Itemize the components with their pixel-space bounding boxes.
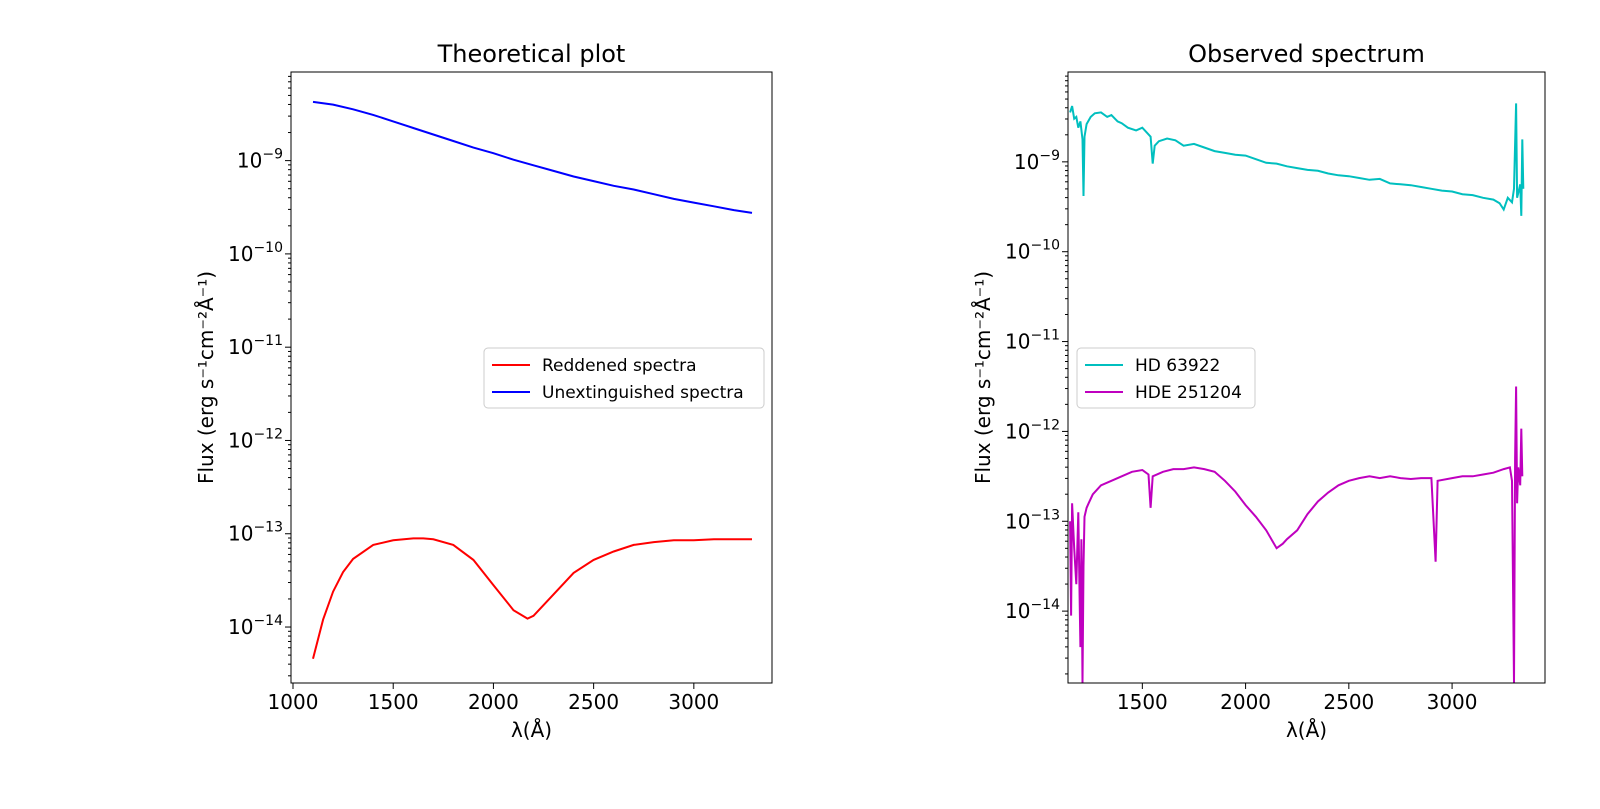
legend: Reddened spectra Unextinguished spectra <box>483 347 765 409</box>
x-tick-label: 2500 <box>1323 690 1374 714</box>
y-tick-label: 10−9 <box>1014 148 1060 174</box>
y-tick-label: 10−14 <box>228 613 283 639</box>
observed-spectrum-panel: Observed spectrum 1500 2000 2500 3000 10−9 10−… <box>971 40 1546 742</box>
series-line-2 <box>312 100 753 214</box>
series-line-1 <box>1069 103 1525 216</box>
y-tick-label: 10−11 <box>228 333 283 359</box>
y-tick-label: 10−9 <box>237 147 283 173</box>
plot-frame <box>290 71 773 684</box>
legend-label: HDE 251204 <box>1135 383 1242 403</box>
y-tick-label: 10−12 <box>228 426 283 452</box>
legend-label: Reddened spectra <box>542 356 697 376</box>
x-tick-label: 1000 <box>268 690 319 714</box>
legend-box <box>483 347 765 409</box>
y-tick-label: 10−11 <box>1005 328 1060 354</box>
y-tick-label: 10−10 <box>1005 238 1060 264</box>
legend-label: HD 63922 <box>1135 356 1220 376</box>
x-tick-label: 2000 <box>468 690 519 714</box>
y-axis-label: Flux (erg s⁻¹cm⁻²Å⁻¹) <box>194 271 218 484</box>
legend-label: Unextinguished spectra <box>542 383 744 403</box>
x-tick-label: 1500 <box>1117 690 1168 714</box>
x-tick-label: 1500 <box>368 690 419 714</box>
y-axis-label: Flux (erg s⁻¹cm⁻²Å⁻¹) <box>971 271 995 484</box>
y-tick-label: 10−12 <box>1005 417 1060 443</box>
theoretical-plot-panel: Theoretical plot 1000 1500 2000 2500 3000 10−9… <box>194 40 773 742</box>
y-tick-label: 10−10 <box>228 240 283 266</box>
y-tick-label: 10−13 <box>1005 507 1060 533</box>
x-tick-label: 2500 <box>568 690 619 714</box>
series-line-1 <box>312 537 752 659</box>
series-line-2 <box>1069 386 1524 683</box>
y-tick-label: 10−14 <box>1005 597 1060 623</box>
x-axis-label: λ(Å) <box>1286 718 1327 742</box>
x-tick-label: 3000 <box>1427 690 1478 714</box>
y-tick-label: 10−13 <box>228 520 283 546</box>
chart-title: Theoretical plot <box>437 40 626 68</box>
chart-title: Observed spectrum <box>1188 40 1425 68</box>
x-axis-label: λ(Å) <box>511 718 552 742</box>
x-tick-label: 2000 <box>1220 690 1271 714</box>
x-tick-label: 3000 <box>668 690 719 714</box>
legend: HD 63922 HDE 251204 <box>1076 347 1256 409</box>
